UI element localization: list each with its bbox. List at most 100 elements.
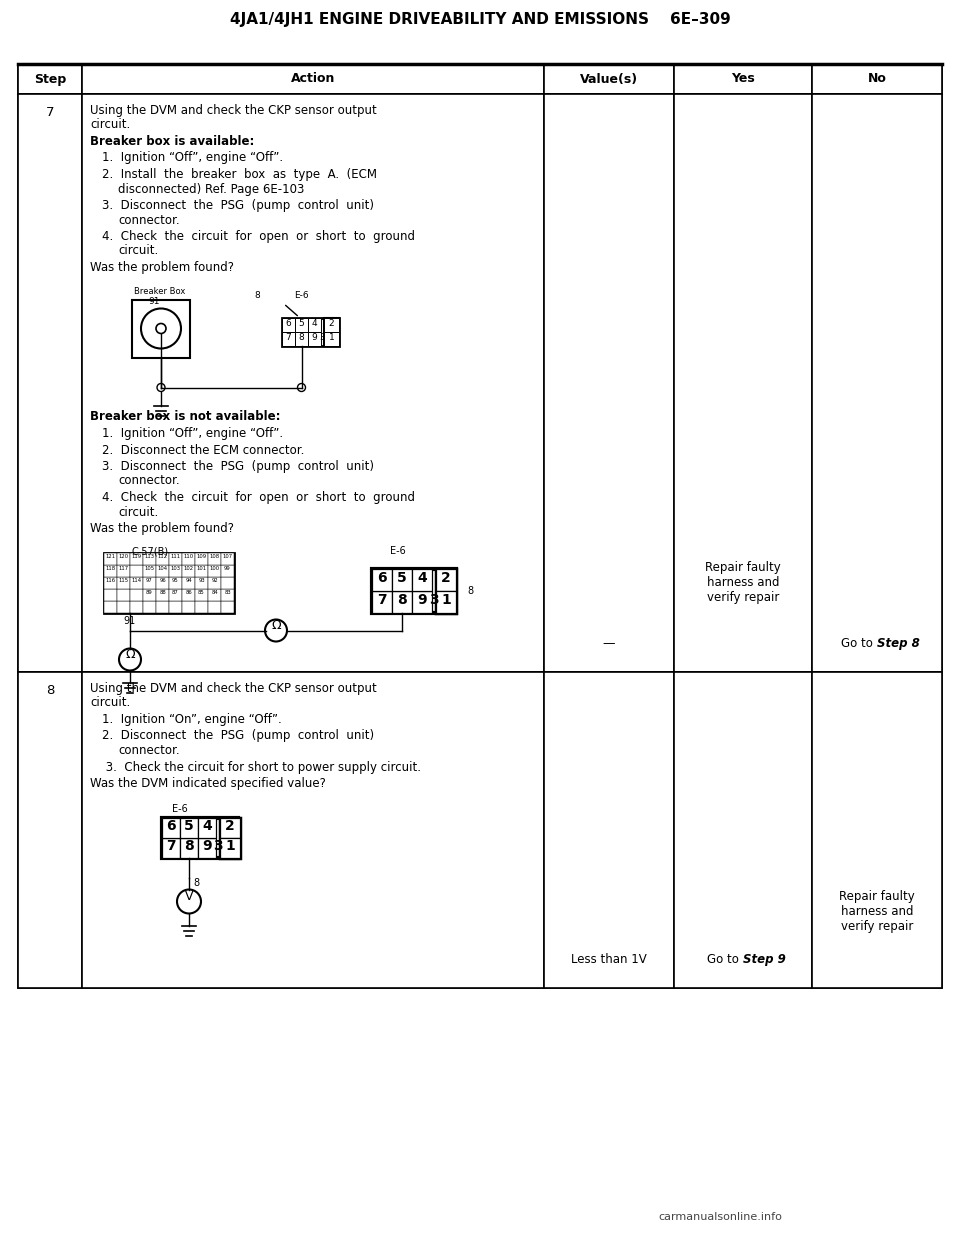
Bar: [372, 569, 392, 590]
Bar: [221, 553, 234, 565]
Bar: [295, 332, 308, 345]
Bar: [282, 318, 295, 332]
Text: Ω: Ω: [125, 648, 134, 661]
Text: 91: 91: [124, 616, 136, 626]
Text: 116: 116: [106, 578, 115, 582]
Text: 1: 1: [328, 333, 334, 342]
Bar: [117, 589, 130, 600]
Text: Was the problem found?: Was the problem found?: [90, 261, 234, 274]
Text: 91: 91: [148, 298, 159, 307]
Text: Yes: Yes: [732, 72, 755, 86]
Bar: [143, 565, 156, 576]
Bar: [18, 94, 942, 672]
Bar: [18, 672, 942, 987]
Bar: [282, 318, 339, 345]
Bar: [117, 565, 130, 576]
Text: 111: 111: [171, 554, 180, 559]
Text: Breaker box is available:: Breaker box is available:: [90, 135, 254, 148]
Text: 114: 114: [132, 578, 141, 582]
Text: 107: 107: [223, 554, 232, 559]
Text: 4: 4: [203, 820, 212, 833]
Text: carmanualsonline.info: carmanualsonline.info: [658, 1212, 782, 1222]
Bar: [674, 672, 812, 987]
Bar: [169, 565, 182, 576]
Text: 86: 86: [185, 590, 192, 595]
Bar: [282, 332, 295, 345]
Text: 83: 83: [225, 590, 230, 595]
Bar: [130, 600, 143, 612]
Bar: [372, 569, 456, 612]
Bar: [180, 837, 198, 857]
Bar: [132, 299, 190, 358]
Text: 102: 102: [183, 566, 194, 571]
Text: 8: 8: [184, 840, 194, 853]
Text: circuit.: circuit.: [90, 697, 131, 709]
Bar: [195, 576, 208, 589]
Text: 6: 6: [286, 318, 292, 328]
Text: 8: 8: [193, 878, 199, 888]
Text: circuit.: circuit.: [90, 118, 131, 132]
Bar: [156, 553, 169, 565]
Bar: [117, 553, 130, 565]
Text: 121: 121: [106, 554, 115, 559]
Bar: [162, 837, 180, 857]
Text: 108: 108: [209, 554, 220, 559]
Text: E-6: E-6: [294, 291, 308, 299]
Bar: [324, 332, 339, 345]
Bar: [221, 576, 234, 589]
Bar: [436, 590, 456, 612]
Text: 6: 6: [377, 570, 387, 585]
Text: 87: 87: [172, 590, 179, 595]
Text: 104: 104: [157, 566, 168, 571]
Text: 99: 99: [224, 566, 230, 571]
Text: 89: 89: [146, 590, 153, 595]
Text: 117: 117: [118, 566, 129, 571]
Bar: [180, 817, 198, 837]
Text: Action: Action: [291, 72, 335, 86]
Text: 8: 8: [254, 291, 260, 299]
Bar: [169, 600, 182, 612]
Bar: [372, 590, 392, 612]
Text: 3: 3: [429, 592, 439, 606]
Bar: [104, 576, 117, 589]
Bar: [544, 672, 674, 987]
Text: 7: 7: [377, 592, 387, 606]
Bar: [324, 318, 339, 345]
Bar: [674, 65, 812, 94]
Text: 2: 2: [226, 820, 235, 833]
Text: 3.  Disconnect  the  PSG  (pump  control  unit): 3. Disconnect the PSG (pump control unit…: [102, 460, 374, 473]
Bar: [182, 553, 195, 565]
Bar: [130, 553, 143, 565]
Text: 8: 8: [299, 333, 304, 342]
Bar: [162, 817, 238, 857]
Bar: [392, 569, 412, 590]
Bar: [182, 565, 195, 576]
Bar: [412, 569, 432, 590]
Text: disconnected) Ref. Page 6E-103: disconnected) Ref. Page 6E-103: [118, 183, 304, 195]
Text: connector.: connector.: [118, 744, 180, 758]
Text: Breaker Box: Breaker Box: [134, 287, 185, 297]
Text: Step 9: Step 9: [743, 953, 785, 966]
Bar: [544, 65, 674, 94]
Text: 115: 115: [118, 578, 129, 582]
Bar: [208, 553, 221, 565]
Bar: [198, 837, 216, 857]
Text: Using the DVM and check the CKP sensor output: Using the DVM and check the CKP sensor o…: [90, 682, 376, 696]
Bar: [195, 600, 208, 612]
Text: E-6: E-6: [390, 546, 406, 556]
Text: 101: 101: [197, 566, 206, 571]
Text: 85: 85: [198, 590, 204, 595]
Bar: [812, 94, 942, 672]
Bar: [195, 565, 208, 576]
Text: circuit.: circuit.: [118, 245, 158, 257]
Text: 109: 109: [197, 554, 206, 559]
Text: 5: 5: [184, 820, 194, 833]
Text: 8: 8: [397, 592, 407, 606]
Bar: [208, 600, 221, 612]
Bar: [130, 589, 143, 600]
Bar: [143, 576, 156, 589]
Bar: [436, 569, 456, 590]
Text: Repair faulty
harness and
verify repair: Repair faulty harness and verify repair: [839, 891, 915, 933]
Text: 105: 105: [144, 566, 155, 571]
Text: circuit.: circuit.: [118, 505, 158, 518]
